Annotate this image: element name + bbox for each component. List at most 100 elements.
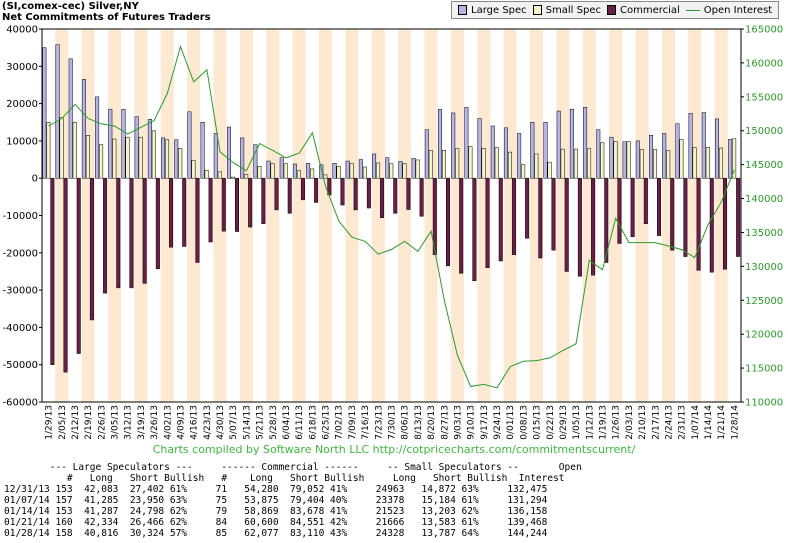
x-tick-label: 10/29/13 (559, 405, 569, 440)
large-spec-bar (635, 140, 640, 179)
large-spec-bar (649, 135, 654, 179)
column-stripe (371, 29, 385, 402)
bars (42, 44, 741, 373)
column-stripe (635, 29, 649, 402)
small-spec-bar (547, 161, 552, 179)
commercial-bar (221, 177, 226, 232)
column-stripe (279, 29, 293, 402)
small-spec-bar (705, 146, 710, 179)
small-spec-bar (296, 170, 301, 179)
small-spec-bar (59, 117, 64, 179)
small-spec-bar (428, 149, 433, 179)
commercial-bar (274, 177, 279, 211)
x-tick-label: 05/14/13 (242, 405, 252, 440)
large-spec-bar (332, 163, 337, 179)
x-tick-label: 10/15/13 (533, 405, 543, 440)
large-spec-bar (253, 144, 258, 179)
x-tick-label: 12/10/13 (638, 405, 648, 440)
commercial-bar (722, 177, 727, 270)
large-spec-bar (345, 160, 350, 179)
right-tick-label: 115000 (745, 364, 783, 375)
x-tick-label: 01/21/14 (717, 405, 727, 440)
small-spec-bar (138, 136, 143, 179)
small-spec-bar (85, 135, 90, 179)
column-stripe (648, 29, 662, 402)
commercial-bar (380, 177, 385, 218)
legend-item-open-interest: Open Interest (685, 5, 772, 16)
small-spec-bar (732, 138, 737, 179)
small-spec-bar (178, 148, 183, 179)
commercial-bar (129, 177, 134, 289)
x-tick-label: 12/03/13 (625, 405, 635, 440)
right-tick-label: 165000 (745, 25, 783, 36)
left-axis: 40000 30000 20000 10000 0 -10000 -20000 -30000 -… (3, 25, 42, 409)
column-stripe (424, 29, 438, 402)
commercial-bar (472, 177, 477, 282)
small-spec-bar (99, 144, 104, 179)
column-stripe (661, 29, 676, 402)
small-spec-bar (362, 166, 367, 179)
x-tick-label: 08/06/13 (401, 405, 411, 440)
commercial-bar (511, 177, 516, 255)
large-spec-bar (81, 79, 86, 179)
x-tick-label: 08/27/13 (440, 405, 450, 440)
right-tick-label: 135000 (745, 228, 783, 239)
x-tick-label: 02/19/13 (84, 405, 94, 440)
commercial-bar (103, 177, 108, 294)
large-spec-bar (174, 139, 179, 179)
x-tick-label: 06/04/13 (282, 405, 292, 440)
column-stripe (384, 29, 399, 402)
small-spec-bar (204, 170, 209, 179)
column-stripe (516, 29, 530, 402)
x-tick-label: 02/05/13 (58, 405, 68, 440)
right-axis: 165000 160000 155000 150000 145000 140000 1350… (741, 25, 783, 409)
table-group-header: --- Large Speculators --- ------ Commerc… (4, 462, 582, 473)
small-spec-bar (560, 148, 565, 179)
commercial-bar (234, 177, 239, 232)
small-spec-bar (125, 136, 130, 179)
chart-title: (SI,comex-cec) Silver,NY (2, 1, 139, 12)
large-spec-bar (213, 133, 218, 179)
commercial-bar (366, 177, 371, 209)
commercial-bar (591, 177, 596, 276)
right-tick-label: 130000 (745, 262, 783, 273)
small-spec-bar (230, 176, 235, 179)
large-spec-bar (675, 123, 680, 179)
large-spec-bar (438, 108, 443, 179)
small-spec-bar (349, 163, 354, 179)
right-tick-label: 155000 (745, 92, 783, 103)
large-spec-bar (319, 164, 324, 179)
commercial-bar (564, 177, 569, 272)
x-tick-label: 07/02/13 (335, 405, 345, 440)
x-tick-label: 12/31/13 (678, 405, 688, 440)
large-spec-bar (583, 107, 588, 179)
large-spec-bar (530, 122, 535, 179)
left-tick-label: 30000 (6, 62, 38, 73)
legend-label-small-spec: Small Spec (545, 4, 601, 16)
column-stripe (318, 29, 333, 402)
large-spec-bar (662, 133, 667, 179)
table-row: 01/21/14 160 42,334 26,466 62% 84 60,600… (4, 517, 548, 528)
small-spec-bar (283, 163, 288, 179)
commercial-bar (670, 177, 675, 251)
small-spec-bar (626, 141, 631, 179)
column-stripe (292, 29, 306, 402)
x-tick-label: 11/12/13 (585, 405, 595, 440)
cot-table: --- Large Speculators --- ------ Commerc… (4, 462, 582, 539)
small-spec-bar (679, 139, 684, 179)
small-spec-bar (494, 147, 499, 179)
x-tick-label: 09/17/13 (480, 405, 490, 440)
large-spec-bar (68, 58, 73, 179)
x-tick-label: 06/25/13 (322, 405, 332, 440)
small-spec-bar (389, 163, 394, 179)
column-stripe (239, 29, 254, 402)
legend-item-small-spec: Small Spec (532, 4, 601, 16)
x-tick-label: 03/26/13 (150, 405, 160, 440)
commercial-bar (116, 177, 121, 289)
open-interest-line (48, 44, 735, 389)
x-tick-label: 10/22/13 (546, 405, 556, 440)
commercial-bar (76, 177, 81, 354)
commercial-bar (195, 177, 200, 263)
x-tick-label: 03/19/13 (137, 405, 147, 440)
x-tick-label: 03/05/13 (111, 405, 121, 440)
